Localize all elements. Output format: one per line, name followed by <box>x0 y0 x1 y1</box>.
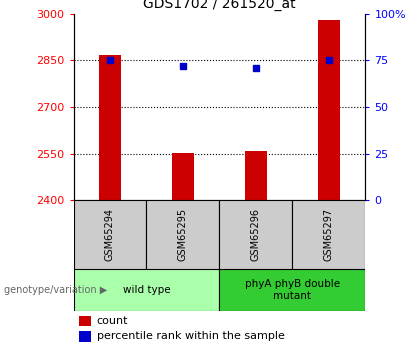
Bar <box>147 200 220 269</box>
Text: wild type: wild type <box>123 285 170 295</box>
Text: GSM65294: GSM65294 <box>105 208 115 261</box>
Title: GDS1702 / 261520_at: GDS1702 / 261520_at <box>143 0 296 11</box>
Bar <box>220 269 365 310</box>
Text: phyA phyB double
mutant: phyA phyB double mutant <box>245 279 340 300</box>
Text: GSM65296: GSM65296 <box>251 208 261 261</box>
Bar <box>318 20 340 200</box>
Bar <box>99 55 121 200</box>
Text: GSM65297: GSM65297 <box>324 208 334 261</box>
Text: GSM65295: GSM65295 <box>178 208 188 261</box>
Text: count: count <box>97 316 129 326</box>
Bar <box>292 200 365 269</box>
Bar <box>74 200 147 269</box>
Text: genotype/variation ▶: genotype/variation ▶ <box>4 285 108 295</box>
Bar <box>74 269 220 310</box>
Bar <box>79 331 91 342</box>
Bar <box>245 151 267 200</box>
Bar <box>220 200 292 269</box>
Text: percentile rank within the sample: percentile rank within the sample <box>97 332 285 341</box>
Bar <box>172 152 194 200</box>
Bar <box>79 316 91 326</box>
